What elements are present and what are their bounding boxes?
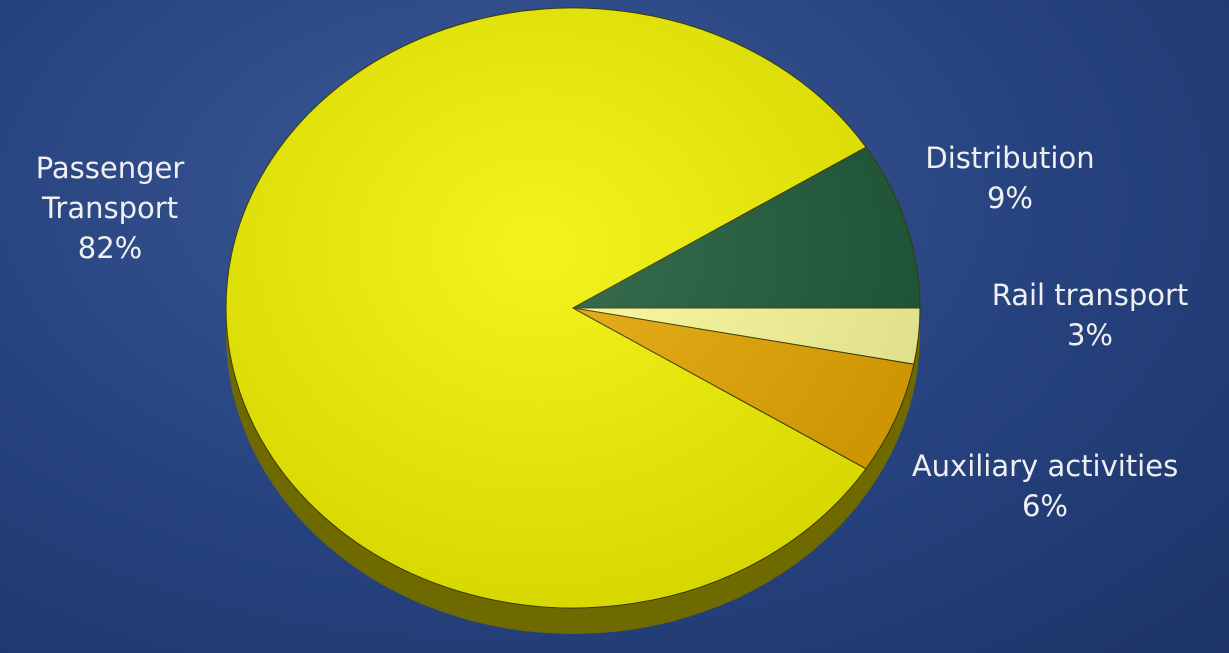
- slice-label: Auxiliary activities 6%: [900, 446, 1190, 526]
- category-label: Auxiliary activities: [911, 449, 1179, 483]
- value-label: 9%: [986, 181, 1033, 215]
- value-label: 6%: [1021, 489, 1068, 523]
- category-label: Passenger Transport: [35, 151, 185, 225]
- slice-label: Distribution 9%: [880, 138, 1140, 218]
- slice-label: Rail transport 3%: [950, 275, 1229, 355]
- slices: [225, 7, 921, 609]
- category-label: Distribution: [925, 141, 1095, 175]
- slice-label: Passenger Transport 82%: [0, 148, 220, 268]
- value-label: 82%: [77, 231, 143, 265]
- value-label: 3%: [1066, 318, 1113, 352]
- category-label: Rail transport: [991, 278, 1189, 312]
